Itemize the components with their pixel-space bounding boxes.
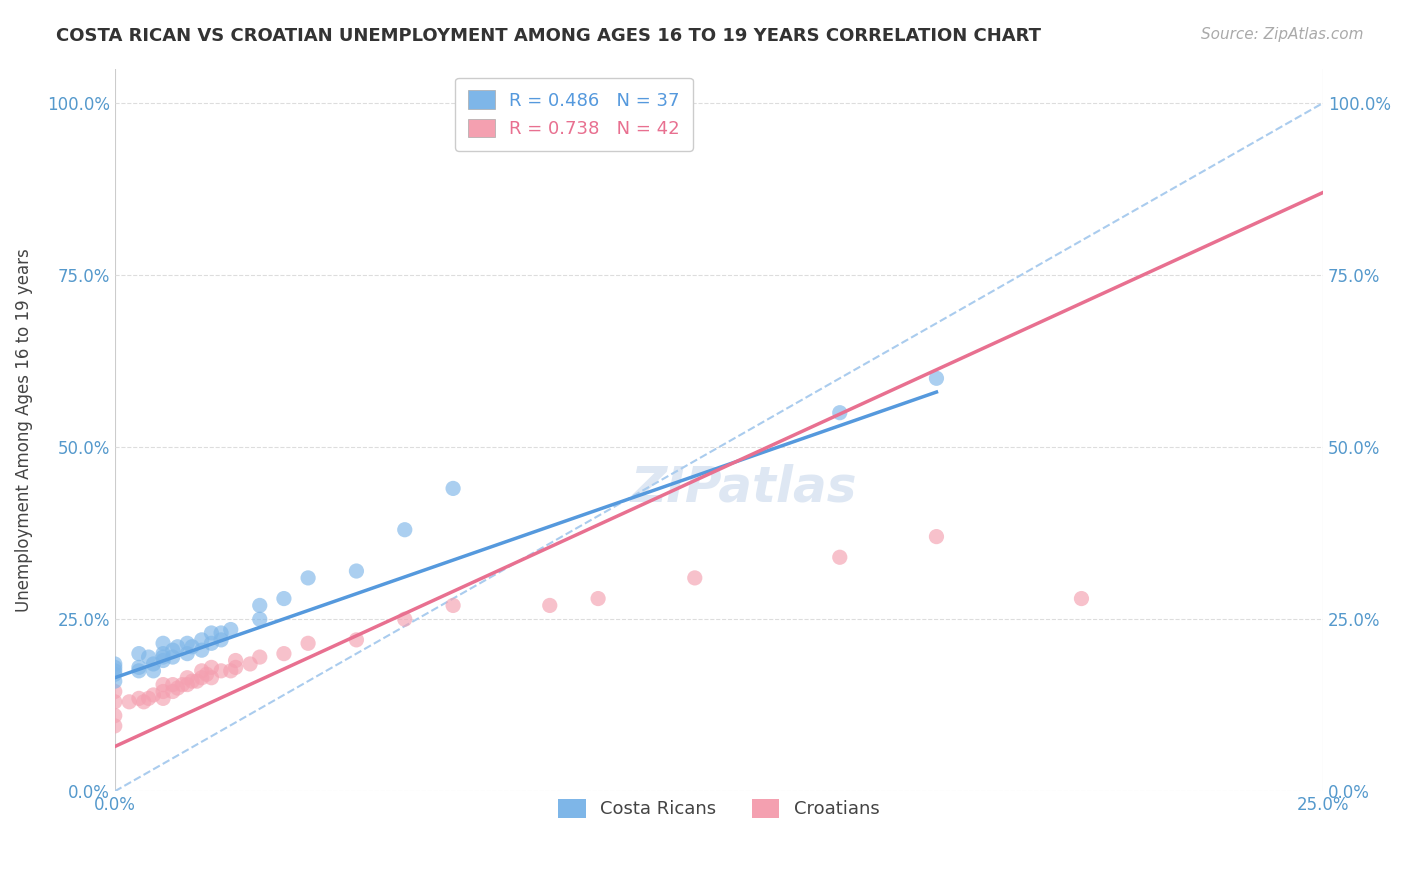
Point	[200, 636, 222, 650]
Point	[249, 599, 271, 613]
Point	[152, 650, 174, 665]
Point	[200, 626, 222, 640]
Point	[138, 650, 160, 665]
Point	[925, 530, 948, 544]
Point	[162, 643, 184, 657]
Point	[152, 684, 174, 698]
Point	[128, 647, 150, 661]
Point	[152, 691, 174, 706]
Point	[118, 695, 141, 709]
Point	[190, 664, 212, 678]
Point	[195, 667, 218, 681]
Point	[190, 632, 212, 647]
Point	[186, 674, 208, 689]
Point	[128, 664, 150, 678]
Point	[249, 650, 271, 665]
Point	[273, 591, 295, 606]
Point	[132, 695, 155, 709]
Point	[142, 657, 165, 671]
Point	[142, 688, 165, 702]
Point	[128, 660, 150, 674]
Point	[181, 640, 204, 654]
Point	[138, 691, 160, 706]
Point	[209, 632, 232, 647]
Point	[394, 612, 416, 626]
Text: COSTA RICAN VS CROATIAN UNEMPLOYMENT AMONG AGES 16 TO 19 YEARS CORRELATION CHART: COSTA RICAN VS CROATIAN UNEMPLOYMENT AMO…	[56, 27, 1042, 45]
Point	[828, 550, 851, 565]
Point	[200, 671, 222, 685]
Point	[152, 636, 174, 650]
Point	[219, 664, 242, 678]
Point	[828, 406, 851, 420]
Point	[104, 664, 127, 678]
Point	[162, 684, 184, 698]
Point	[166, 681, 188, 695]
Point	[346, 564, 368, 578]
Point	[166, 640, 188, 654]
Point	[176, 671, 198, 685]
Point	[200, 660, 222, 674]
Point	[925, 371, 948, 385]
Point	[249, 612, 271, 626]
Point	[128, 691, 150, 706]
Text: ZIPatlas: ZIPatlas	[630, 464, 856, 512]
Point	[104, 657, 127, 671]
Point	[162, 677, 184, 691]
Point	[190, 643, 212, 657]
Point	[142, 664, 165, 678]
Point	[152, 677, 174, 691]
Text: Source: ZipAtlas.com: Source: ZipAtlas.com	[1201, 27, 1364, 42]
Point	[209, 626, 232, 640]
Point	[104, 667, 127, 681]
Legend: Costa Ricans, Croatians: Costa Ricans, Croatians	[551, 792, 887, 826]
Point	[394, 523, 416, 537]
Point	[297, 636, 319, 650]
Point	[219, 623, 242, 637]
Point	[152, 647, 174, 661]
Point	[209, 664, 232, 678]
Point	[104, 674, 127, 689]
Point	[152, 653, 174, 667]
Point	[190, 671, 212, 685]
Point	[172, 677, 194, 691]
Point	[176, 636, 198, 650]
Point	[441, 482, 464, 496]
Point	[225, 653, 247, 667]
Point	[104, 660, 127, 674]
Point	[346, 632, 368, 647]
Point	[1070, 591, 1092, 606]
Point	[239, 657, 262, 671]
Point	[176, 647, 198, 661]
Point	[104, 708, 127, 723]
Point	[104, 684, 127, 698]
Point	[683, 571, 706, 585]
Point	[441, 599, 464, 613]
Point	[538, 599, 561, 613]
Point	[176, 677, 198, 691]
Point	[297, 571, 319, 585]
Point	[273, 647, 295, 661]
Point	[104, 695, 127, 709]
Point	[162, 650, 184, 665]
Y-axis label: Unemployment Among Ages 16 to 19 years: Unemployment Among Ages 16 to 19 years	[15, 248, 32, 612]
Point	[586, 591, 609, 606]
Point	[104, 719, 127, 733]
Point	[225, 660, 247, 674]
Point	[181, 674, 204, 689]
